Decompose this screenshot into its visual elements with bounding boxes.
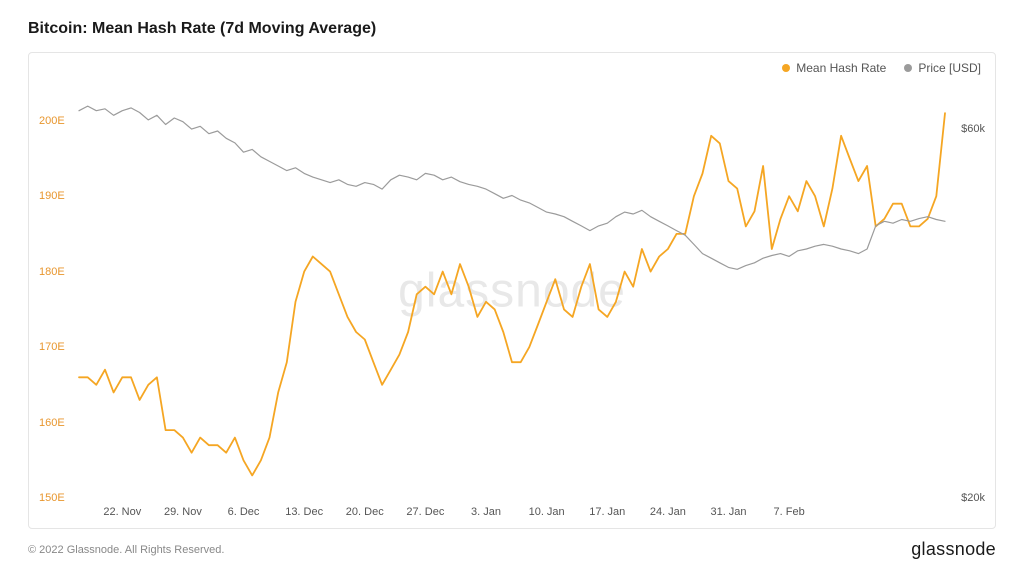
plot-area (79, 83, 945, 498)
legend-dot-hashrate (782, 64, 790, 72)
legend-item-price: Price [USD] (904, 61, 981, 75)
legend-label-price: Price [USD] (918, 61, 981, 75)
legend-dot-price (904, 64, 912, 72)
x-tick: 3. Jan (471, 506, 501, 518)
x-tick: 24. Jan (650, 506, 686, 518)
y-right-tick: $60k (961, 123, 985, 135)
legend-label-hashrate: Mean Hash Rate (796, 61, 886, 75)
legend-item-hashrate: Mean Hash Rate (782, 61, 886, 75)
x-tick: 31. Jan (710, 506, 746, 518)
y-right-tick: $20k (961, 492, 985, 504)
y-left-tick: 200E (39, 115, 65, 127)
x-tick: 20. Dec (346, 506, 384, 518)
brand-logo: glassnode (911, 539, 996, 560)
x-tick: 6. Dec (228, 506, 260, 518)
y-left-tick: 150E (39, 492, 65, 504)
y-left-tick: 180E (39, 266, 65, 278)
x-tick: 10. Jan (529, 506, 565, 518)
y-left-tick: 170E (39, 341, 65, 353)
chart-svg (79, 83, 945, 498)
y-left-tick: 160E (39, 417, 65, 429)
chart-title: Bitcoin: Mean Hash Rate (7d Moving Avera… (28, 20, 996, 38)
legend: Mean Hash Rate Price [USD] (782, 61, 981, 75)
x-tick: 7. Feb (774, 506, 805, 518)
x-tick: 22. Nov (103, 506, 141, 518)
x-tick: 13. Dec (285, 506, 323, 518)
x-tick: 29. Nov (164, 506, 202, 518)
x-tick: 27. Dec (406, 506, 444, 518)
x-tick: 17. Jan (589, 506, 625, 518)
y-left-tick: 190E (39, 190, 65, 202)
copyright: © 2022 Glassnode. All Rights Reserved. (28, 544, 224, 556)
chart-container: Mean Hash Rate Price [USD] glassnode 150… (28, 52, 996, 529)
footer: © 2022 Glassnode. All Rights Reserved. g… (28, 539, 996, 560)
